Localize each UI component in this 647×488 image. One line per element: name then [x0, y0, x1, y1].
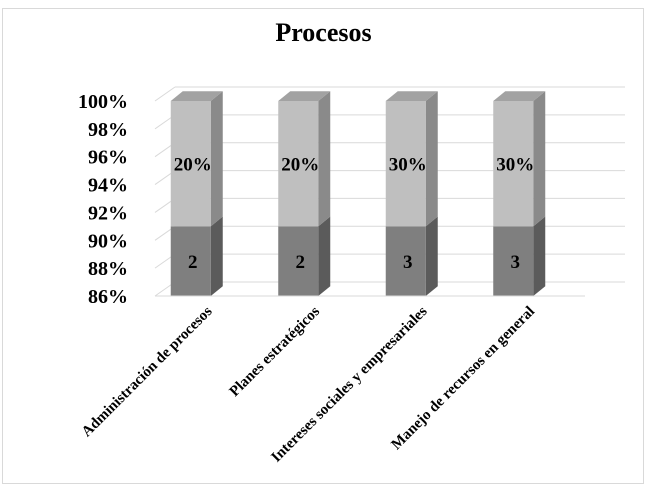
bar-segment-top-cap	[278, 91, 331, 101]
bar-segment-top-cap	[493, 91, 546, 101]
bar-segment-top	[170, 101, 211, 227]
bar-segment-top-side	[533, 91, 546, 227]
chart-title: Procesos	[275, 18, 372, 47]
data-label-top: 30%	[389, 155, 427, 176]
y-tick-label: 98%	[88, 119, 128, 141]
gridline-side	[154, 86, 176, 102]
data-label-top: 30%	[496, 155, 534, 176]
y-tick-label: 96%	[88, 147, 128, 169]
data-label-bottom: 3	[403, 252, 413, 273]
bar-segment-top-cap	[170, 91, 223, 101]
category-label: Administración de procesos	[79, 303, 216, 440]
bar-segment-top-cap	[385, 91, 438, 101]
data-label-bottom: 3	[511, 252, 521, 273]
bar-segment-top	[385, 101, 426, 227]
data-label-bottom: 2	[188, 252, 198, 273]
category-label: Planes estratégicos	[227, 303, 324, 400]
bar-segment-bottom	[385, 226, 426, 296]
bar-segment-bottom-side	[318, 216, 331, 296]
y-tick-label: 90%	[88, 230, 128, 252]
data-label-bottom: 2	[296, 252, 306, 273]
bar-segment-top-side	[210, 91, 223, 227]
bar-segment-bottom	[278, 226, 319, 296]
y-tick-label: 100%	[78, 91, 128, 113]
bar-segment-top-side	[318, 91, 331, 227]
bar-segment-top	[278, 101, 319, 227]
bar-segment-top-side	[425, 91, 438, 227]
bar-segment-bottom	[493, 226, 534, 296]
bar-segment-top	[493, 101, 534, 227]
data-label-top: 20%	[174, 155, 212, 176]
bar-segment-bottom-side	[533, 216, 546, 296]
bar-segment-bottom	[170, 226, 211, 296]
bar-segment-bottom-side	[210, 216, 223, 296]
y-tick-label: 86%	[88, 286, 128, 308]
y-tick-label: 88%	[88, 258, 128, 280]
data-label-top: 20%	[281, 155, 319, 176]
y-tick-label: 94%	[88, 175, 128, 197]
bar-segment-bottom-side	[425, 216, 438, 296]
y-tick-label: 92%	[88, 202, 128, 224]
